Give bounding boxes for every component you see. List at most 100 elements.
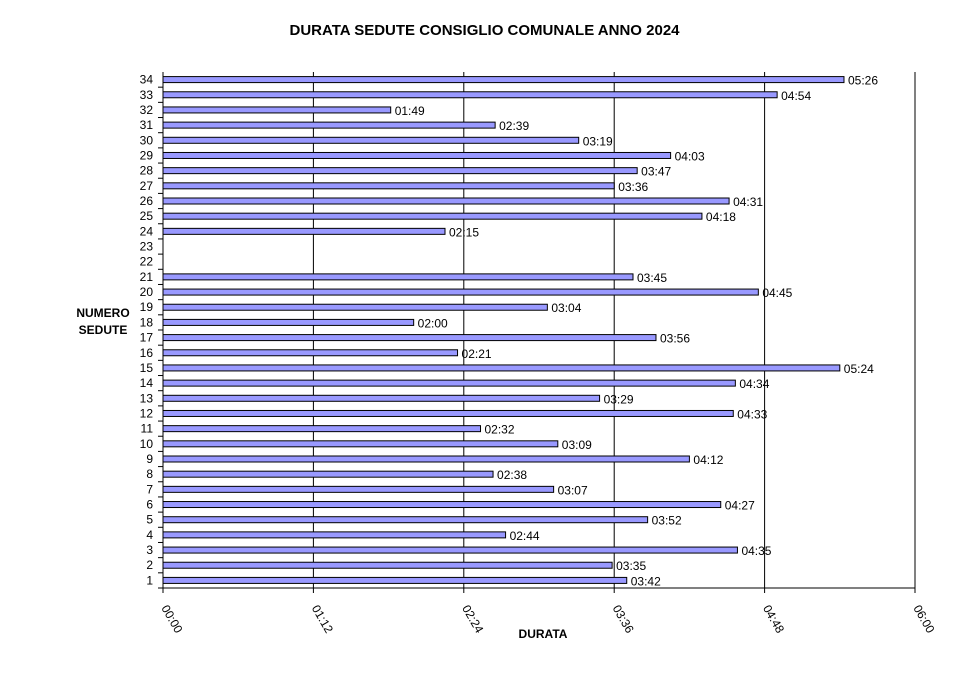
data-label: 03:04 xyxy=(551,301,581,315)
bar-seduta-9 xyxy=(162,455,690,463)
data-label: 02:39 xyxy=(499,119,529,133)
bar-seduta-34 xyxy=(162,76,845,84)
bar-seduta-15 xyxy=(162,364,841,372)
y-tick-label: 3 xyxy=(146,543,153,557)
y-tick-label: 19 xyxy=(140,300,154,314)
grid-lines xyxy=(312,72,916,588)
y-tick-label: 33 xyxy=(140,88,154,102)
y-tick-label: 11 xyxy=(141,422,154,436)
y-tick-label: 5 xyxy=(146,513,153,527)
y-tick-label: 21 xyxy=(140,270,154,284)
y-tick-label: 27 xyxy=(140,179,154,193)
bar-seduta-14 xyxy=(162,379,736,387)
x-tick-label: 06:00 xyxy=(910,603,937,636)
y-tick-label: 7 xyxy=(146,482,153,496)
bar-seduta-4 xyxy=(162,531,507,539)
data-label: 03:07 xyxy=(558,483,588,497)
data-label: 04:18 xyxy=(706,210,736,224)
y-tick-label: 22 xyxy=(140,255,154,269)
y-tick-label: 12 xyxy=(140,406,154,420)
bar-seduta-19 xyxy=(162,303,548,311)
data-label: 02:44 xyxy=(510,529,540,543)
data-label: 03:09 xyxy=(562,438,592,452)
x-tick-label: 01:12 xyxy=(309,603,336,636)
data-label: 03:42 xyxy=(631,574,661,588)
y-tick-label: 1 xyxy=(146,573,153,587)
data-label: 03:52 xyxy=(652,514,682,528)
data-label: 02:21 xyxy=(462,347,492,361)
bar-seduta-6 xyxy=(162,501,722,509)
y-tick-label: 13 xyxy=(140,391,154,405)
bar-seduta-7 xyxy=(162,485,555,493)
bar-seduta-20 xyxy=(162,288,759,296)
y-axis-title-line2: SEDUTE xyxy=(79,323,128,337)
data-label: 03:29 xyxy=(604,392,634,406)
data-label: 04:27 xyxy=(725,499,755,513)
y-axis-title-line1: NUMERO xyxy=(76,306,129,320)
bar-seduta-1 xyxy=(162,576,628,584)
bars xyxy=(162,76,845,584)
bar-seduta-12 xyxy=(162,409,734,417)
data-label: 05:24 xyxy=(844,362,874,376)
y-tick-label: 20 xyxy=(140,285,154,299)
bar-seduta-3 xyxy=(162,546,738,554)
bar-seduta-8 xyxy=(162,470,494,478)
data-label: 04:12 xyxy=(693,453,723,467)
y-tick-label: 2 xyxy=(146,558,153,572)
y-tick-label: 26 xyxy=(140,194,154,208)
bar-seduta-2 xyxy=(162,561,613,569)
bar-seduta-29 xyxy=(162,151,672,159)
data-label: 02:15 xyxy=(449,225,479,239)
y-tick-label: 17 xyxy=(140,331,154,345)
data-label: 03:56 xyxy=(660,332,690,346)
data-label: 03:19 xyxy=(583,134,613,148)
bar-seduta-31 xyxy=(162,121,496,129)
y-tick-label: 8 xyxy=(146,467,153,481)
bar-seduta-18 xyxy=(162,318,415,326)
data-label: 04:35 xyxy=(741,544,771,558)
data-label: 02:32 xyxy=(485,423,515,437)
y-tick-label: 15 xyxy=(140,361,154,375)
chart-title: DURATA SEDUTE CONSIGLIO COMUNALE ANNO 20… xyxy=(289,22,680,39)
data-label: 03:47 xyxy=(641,165,671,179)
bar-seduta-17 xyxy=(162,334,657,342)
y-tick-label: 6 xyxy=(146,498,153,512)
y-tick-label: 24 xyxy=(140,224,154,238)
data-label: 04:33 xyxy=(737,407,767,421)
bar-seduta-26 xyxy=(162,197,730,205)
x-tick-label: 04:48 xyxy=(760,603,787,636)
bar-seduta-28 xyxy=(162,167,638,175)
data-label: 04:31 xyxy=(733,195,763,209)
data-label: 04:54 xyxy=(781,89,811,103)
y-tick-label: 16 xyxy=(140,346,154,360)
data-label: 01:49 xyxy=(395,104,425,118)
bar-seduta-16 xyxy=(162,349,459,357)
y-tick-label: 9 xyxy=(146,452,153,466)
bar-seduta-21 xyxy=(162,273,634,281)
y-tick-label: 14 xyxy=(140,376,154,390)
data-label: 02:38 xyxy=(497,468,527,482)
bar-seduta-24 xyxy=(162,227,446,235)
y-tick-label: 28 xyxy=(140,164,154,178)
y-tick-label: 34 xyxy=(140,73,154,87)
bar-seduta-10 xyxy=(162,440,559,448)
y-tick-label: 4 xyxy=(146,528,153,542)
bar-seduta-33 xyxy=(162,91,778,99)
y-tick-label: 29 xyxy=(140,148,154,162)
y-tick-label: 31 xyxy=(140,118,154,132)
y-tick-label: 32 xyxy=(140,103,154,117)
data-label: 03:35 xyxy=(616,559,646,573)
x-tick-label: 02:24 xyxy=(459,603,486,636)
data-label: 04:45 xyxy=(762,286,792,300)
x-axis-title: DURATA xyxy=(519,627,568,641)
bar-seduta-11 xyxy=(162,425,482,433)
axes: 00:00 01:12 02:24 03:36 04:48 06:001234567891… xyxy=(140,72,938,636)
data-label: 03:36 xyxy=(618,180,648,194)
y-tick-label: 18 xyxy=(140,315,154,329)
bar-seduta-25 xyxy=(162,212,703,220)
data-label: 05:26 xyxy=(848,74,878,88)
bar-seduta-13 xyxy=(162,394,601,402)
x-tick-label: 00:00 xyxy=(158,603,185,636)
